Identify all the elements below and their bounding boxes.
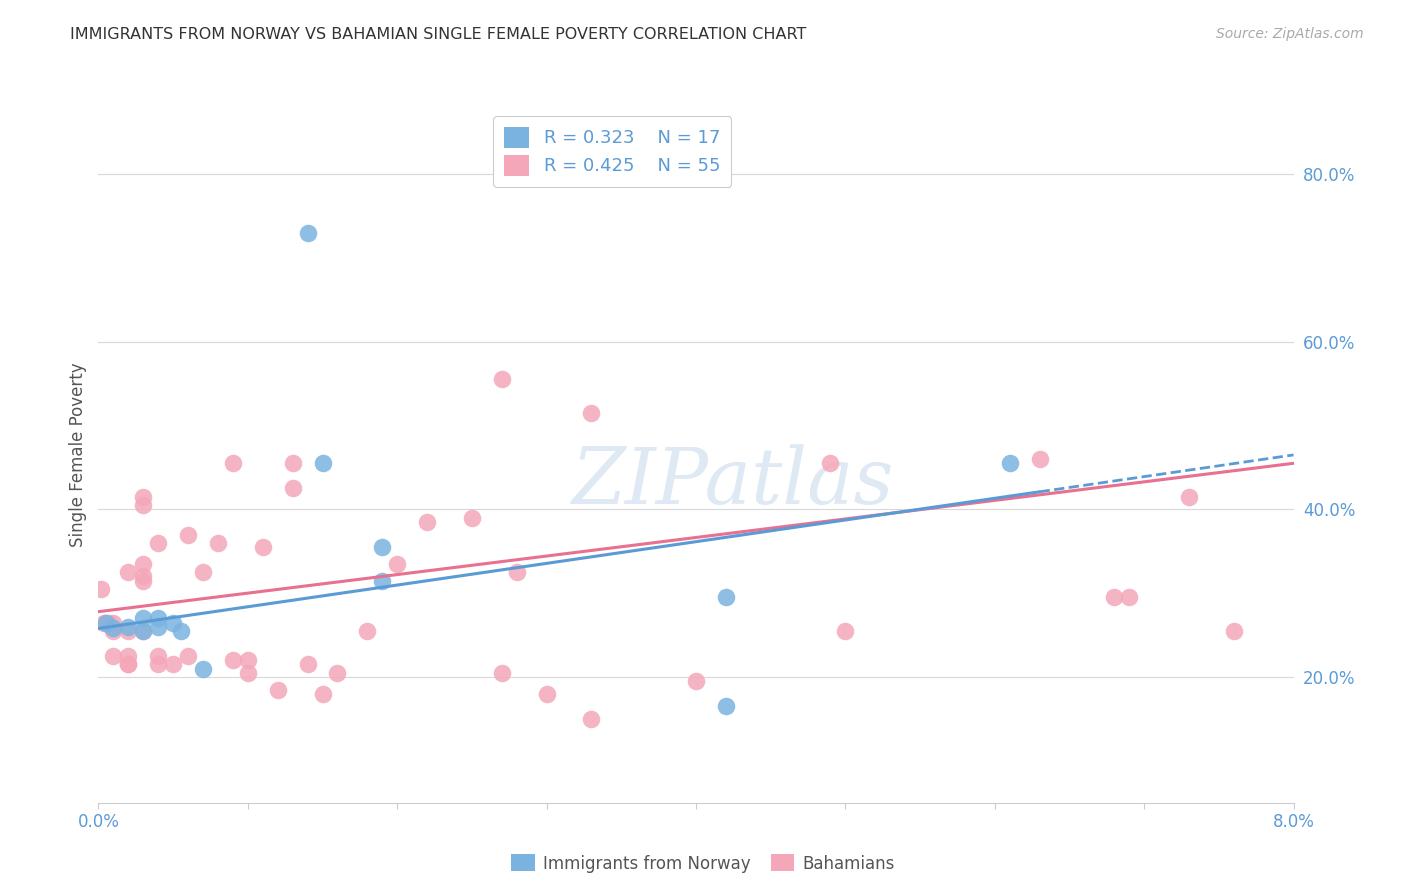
Point — [252, 540, 274, 554]
Point — [117, 657, 139, 672]
Point — [177, 527, 200, 541]
Point — [536, 687, 558, 701]
Point — [132, 557, 155, 571]
Point — [311, 687, 333, 701]
Point — [356, 624, 378, 638]
Point — [94, 615, 117, 630]
Point — [169, 624, 191, 638]
Point — [117, 566, 139, 580]
Point — [97, 615, 120, 630]
Point — [297, 657, 319, 672]
Point — [132, 498, 155, 512]
Point — [236, 653, 259, 667]
Point — [132, 574, 155, 588]
Point — [132, 624, 155, 638]
Point — [281, 482, 304, 496]
Point — [834, 624, 856, 638]
Point — [148, 611, 170, 625]
Point — [1222, 624, 1246, 638]
Point — [207, 536, 229, 550]
Point — [148, 657, 170, 672]
Point — [132, 624, 155, 638]
Point — [506, 566, 529, 580]
Point — [93, 615, 115, 630]
Point — [714, 699, 737, 714]
Point — [491, 372, 513, 386]
Point — [132, 611, 155, 625]
Text: Source: ZipAtlas.com: Source: ZipAtlas.com — [1216, 27, 1364, 41]
Point — [148, 620, 170, 634]
Point — [90, 582, 112, 596]
Point — [1178, 490, 1201, 504]
Point — [94, 615, 117, 630]
Point — [191, 662, 214, 676]
Point — [191, 566, 214, 580]
Point — [371, 540, 394, 554]
Text: ZIPatlas: ZIPatlas — [571, 444, 893, 521]
Point — [117, 624, 139, 638]
Point — [461, 510, 484, 524]
Point — [103, 622, 125, 636]
Point — [222, 653, 245, 667]
Point — [103, 624, 125, 638]
Point — [148, 536, 170, 550]
Legend: Immigrants from Norway, Bahamians: Immigrants from Norway, Bahamians — [505, 847, 901, 880]
Point — [236, 665, 259, 680]
Y-axis label: Single Female Poverty: Single Female Poverty — [69, 363, 87, 547]
Point — [685, 674, 707, 689]
Point — [162, 615, 184, 630]
Point — [103, 615, 125, 630]
Point — [117, 657, 139, 672]
Point — [491, 665, 513, 680]
Point — [416, 515, 439, 529]
Point — [281, 456, 304, 470]
Legend: R = 0.323    N = 17, R = 0.425    N = 55: R = 0.323 N = 17, R = 0.425 N = 55 — [494, 116, 731, 186]
Point — [1102, 591, 1125, 605]
Point — [311, 456, 333, 470]
Point — [103, 649, 125, 664]
Point — [1118, 591, 1140, 605]
Point — [177, 649, 200, 664]
Point — [820, 456, 842, 470]
Point — [371, 574, 394, 588]
Point — [162, 657, 184, 672]
Point — [132, 569, 155, 583]
Point — [117, 649, 139, 664]
Point — [297, 226, 319, 240]
Text: IMMIGRANTS FROM NORWAY VS BAHAMIAN SINGLE FEMALE POVERTY CORRELATION CHART: IMMIGRANTS FROM NORWAY VS BAHAMIAN SINGL… — [70, 27, 807, 42]
Point — [1028, 452, 1050, 467]
Point — [132, 490, 155, 504]
Point — [267, 682, 290, 697]
Point — [222, 456, 245, 470]
Point — [385, 557, 409, 571]
Point — [998, 456, 1021, 470]
Point — [581, 406, 603, 420]
Point — [326, 665, 349, 680]
Point — [581, 712, 603, 726]
Point — [117, 620, 139, 634]
Point — [148, 649, 170, 664]
Point — [714, 591, 737, 605]
